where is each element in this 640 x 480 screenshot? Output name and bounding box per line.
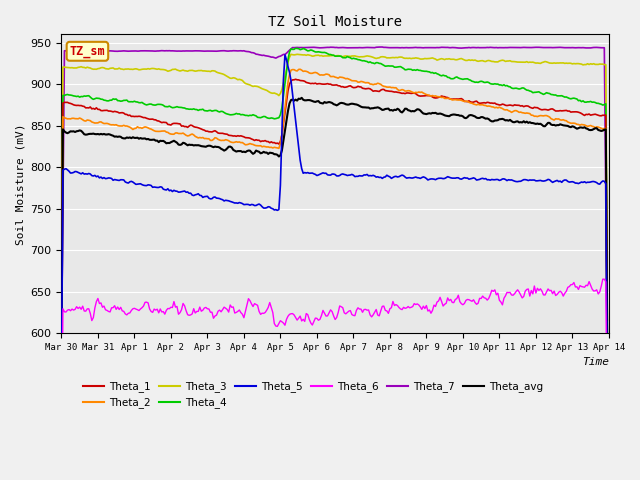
Text: TZ_sm: TZ_sm [70, 45, 105, 58]
Legend: Theta_1, Theta_2, Theta_3, Theta_4, Theta_5, Theta_6, Theta_7, Theta_avg: Theta_1, Theta_2, Theta_3, Theta_4, Thet… [79, 377, 547, 413]
X-axis label: Time: Time [582, 358, 609, 368]
Title: TZ Soil Moisture: TZ Soil Moisture [268, 15, 402, 29]
Y-axis label: Soil Moisture (mV): Soil Moisture (mV) [15, 123, 25, 244]
